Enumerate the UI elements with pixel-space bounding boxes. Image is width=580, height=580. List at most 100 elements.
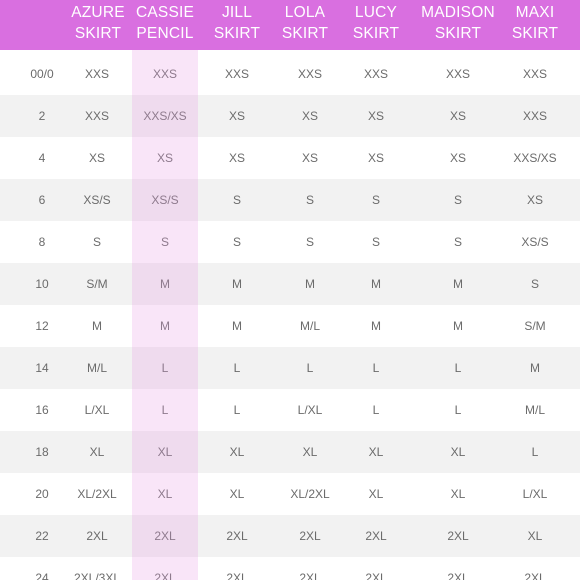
size-value-cell: 2XL [154, 529, 176, 543]
size-value-cell: M [371, 319, 381, 333]
size-value-cell: XXS [445, 67, 470, 81]
size-value-cell: 2XL [86, 529, 108, 543]
size-number-cell: 16 [35, 403, 49, 417]
size-number-cell: 00/0 [30, 67, 54, 81]
header-line2: SKIRT [352, 25, 400, 42]
size-value-cell: S [371, 235, 380, 249]
header-madison-skirt: MADISON SKIRT [414, 2, 502, 44]
size-value-cell: XS [449, 151, 466, 165]
size-value-cell: XL [450, 487, 466, 501]
size-value-cell: XXS [363, 67, 388, 81]
size-value-cell: 2XL [447, 529, 469, 543]
size-value-cell: 2XL [226, 529, 248, 543]
size-number-cell: 18 [35, 445, 49, 459]
size-value-cell: S [530, 277, 539, 291]
size-value-cell: M [232, 319, 242, 333]
header-line2: PENCIL [136, 25, 194, 42]
size-value-cell: 2XL [299, 571, 321, 580]
size-number-cell: 14 [35, 361, 49, 375]
size-value-cell: S [453, 235, 462, 249]
size-value-cell: XS/S [83, 193, 111, 207]
size-value-cell: L/XL [84, 403, 110, 417]
size-value-cell: M [92, 319, 102, 333]
size-value-cell: XXS/XS [143, 109, 187, 123]
size-number-cell: 6 [38, 193, 46, 207]
header-line2: SKIRT [74, 25, 122, 42]
size-value-cell: 2XL [524, 571, 546, 580]
table-row: 20 XL/2XL XL XL XL/2XL XL XL L/XL [0, 473, 580, 515]
size-value-cell: S [232, 235, 241, 249]
size-value-cell: XXS [522, 109, 547, 123]
size-value-cell: M [453, 277, 463, 291]
header-line2: SKIRT [434, 25, 482, 42]
size-value-cell: XL/2XL [290, 487, 330, 501]
size-value-cell: XL [157, 445, 173, 459]
size-value-cell: M [232, 277, 242, 291]
size-value-cell: L [306, 361, 314, 375]
size-value-cell: XXS [152, 67, 177, 81]
size-table-body: 00/0 XXS XXS XXS XXS XXS XXS XXS 2 XXS XXS/XS XS XS X… [0, 53, 580, 580]
size-value-cell: L [372, 403, 380, 417]
size-value-cell: XXS [224, 67, 249, 81]
size-value-cell: XS [228, 109, 245, 123]
header-azure-skirt: AZURE SKIRT [67, 2, 129, 44]
size-value-cell: XL [229, 487, 245, 501]
size-value-cell: L [161, 403, 169, 417]
size-value-cell: XXS [522, 67, 547, 81]
size-value-cell: XXS [84, 109, 109, 123]
size-value-cell: S [371, 193, 380, 207]
table-row: 22 2XL 2XL 2XL 2XL 2XL 2XL XL [0, 515, 580, 557]
size-value-cell: XS [301, 109, 318, 123]
size-number-cell: 24 [35, 571, 49, 580]
header-lucy-skirt: LUCY SKIRT [344, 2, 408, 44]
size-value-cell: 2XL [365, 529, 387, 543]
size-value-cell: M [160, 277, 170, 291]
size-value-cell: L [161, 361, 169, 375]
size-value-cell: M/L [299, 319, 320, 333]
header-line2: SKIRT [511, 25, 559, 42]
size-value-cell: S/M [524, 319, 546, 333]
size-value-cell: M [530, 361, 540, 375]
size-number-cell: 12 [35, 319, 49, 333]
size-value-cell: XS [367, 109, 384, 123]
table-row: 6 XS/S XS/S S S S S XS [0, 179, 580, 221]
size-number-cell: 4 [38, 151, 46, 165]
size-value-cell: S [305, 235, 314, 249]
header-line1: LOLA [284, 4, 326, 21]
table-row: 24 2XL/3XL 2XL 2XL 2XL 2XL 2XL 2XL [0, 557, 580, 580]
size-value-cell: XL [302, 445, 318, 459]
size-value-cell: 2XL [365, 571, 387, 580]
header-cassie-pencil: CASSIE PENCIL [132, 2, 198, 44]
table-row: 8 S S S S S S XS/S [0, 221, 580, 263]
header-maxi-skirt: MAXI SKIRT [505, 2, 565, 44]
size-value-cell: XS [449, 109, 466, 123]
size-value-cell: XS [526, 193, 543, 207]
size-value-cell: L [233, 361, 241, 375]
header-bar: AZURE SKIRT CASSIE PENCIL JILL SKIRT LOL… [0, 0, 580, 50]
size-value-cell: L/XL [297, 403, 323, 417]
size-value-cell: L [372, 361, 380, 375]
size-value-cell: XL/2XL [77, 487, 117, 501]
table-row: 16 L/XL L L L/XL L L M/L [0, 389, 580, 431]
table-row: 12 M M M M/L M M S/M [0, 305, 580, 347]
table-row: 4 XS XS XS XS XS XS XXS/XS [0, 137, 580, 179]
size-value-cell: XXS [84, 67, 109, 81]
header-line1: JILL [221, 4, 253, 21]
size-value-cell: M/L [86, 361, 107, 375]
size-value-cell: L [454, 403, 462, 417]
size-value-cell: XL [527, 529, 543, 543]
size-value-cell: XS [156, 151, 173, 165]
size-value-cell: XS/S [521, 235, 549, 249]
size-value-cell: XS [228, 151, 245, 165]
size-value-cell: XS [301, 151, 318, 165]
size-value-cell: S [92, 235, 101, 249]
size-value-cell: M [371, 277, 381, 291]
header-line1: CASSIE [135, 4, 195, 21]
header-jill-skirt: JILL SKIRT [205, 2, 269, 44]
size-value-cell: XL [157, 487, 173, 501]
size-number-cell: 20 [35, 487, 49, 501]
size-value-cell: 2XL/3XL [73, 571, 121, 580]
size-value-cell: M [305, 277, 315, 291]
size-value-cell: XL [368, 487, 384, 501]
